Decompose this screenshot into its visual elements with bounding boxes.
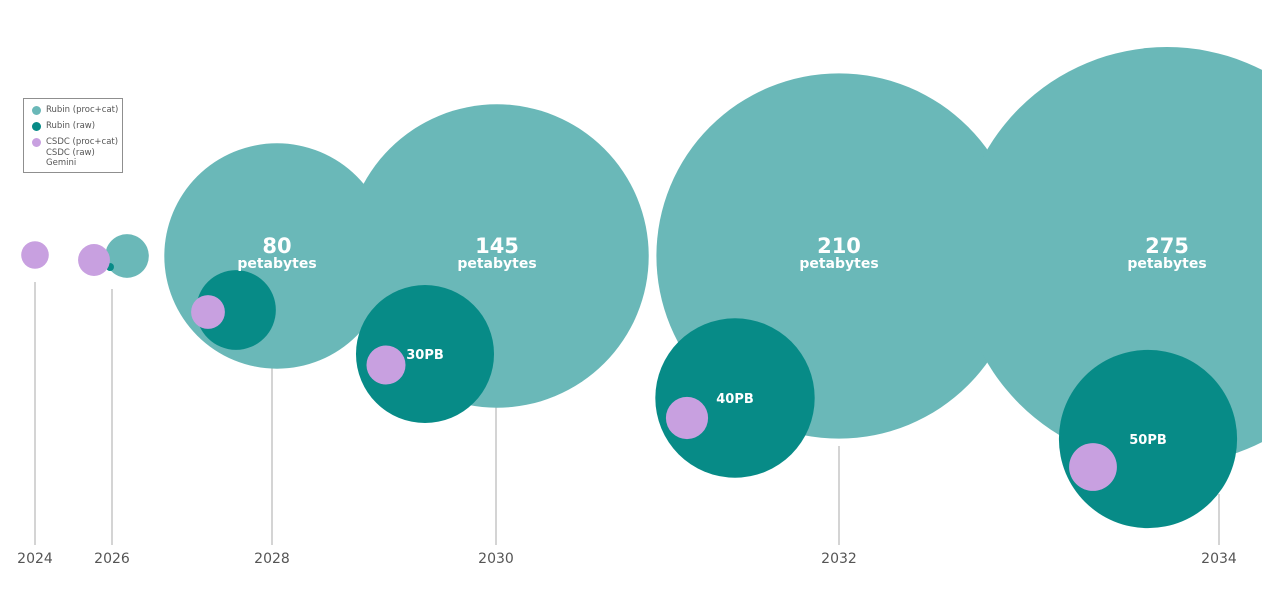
legend-swatch-csdc-proc-cat (32, 137, 41, 147)
data-label-rubin-raw-2030: 30PB (406, 348, 444, 363)
legend-item-rubin-proc-cat: Rubin (proc+cat) (32, 105, 118, 115)
legend-item-rubin-raw: Rubin (raw) (32, 121, 95, 131)
tick-label-2030: 2030 (478, 551, 514, 567)
legend-label-csdc-raw: CSDC (raw) (46, 148, 95, 158)
data-label-rubin-raw-2034: 50PB (1129, 433, 1167, 448)
bubble-csdc-proc-cat-2034 (1069, 443, 1117, 491)
tick-label-2034: 2034 (1201, 551, 1237, 567)
legend-label-rubin-proc-cat: Rubin (proc+cat) (46, 105, 119, 115)
chart-legend: Rubin (proc+cat) Rubin (raw) CSDC (proc+… (23, 98, 123, 173)
bubble-csdc-proc-cat-2026 (78, 244, 110, 276)
bubble-csdc-proc-cat-2028 (191, 295, 225, 329)
legend-swatch-rubin-raw (32, 121, 41, 131)
bubble-csdc-proc-cat-2024 (21, 241, 49, 269)
data-unit-rubin-proc-cat-2034: petabytes (1127, 256, 1206, 272)
data-unit-rubin-proc-cat-2032: petabytes (799, 256, 878, 272)
legend-label-gemini: Gemini (46, 158, 77, 168)
tick-label-2028: 2028 (254, 551, 290, 567)
bubble-rubin-raw-2030 (355, 284, 495, 424)
bubble-rubin-proc-cat-2026 (105, 234, 149, 278)
data-label-rubin-proc-cat-2028: 80 (262, 234, 291, 258)
tick-label-2024: 2024 (17, 551, 53, 567)
tick-label-2032: 2032 (821, 551, 857, 567)
data-unit-rubin-proc-cat-2030: petabytes (457, 256, 536, 272)
legend-swatch-rubin-proc-cat (32, 105, 41, 115)
data-label-rubin-proc-cat-2032: 210 (817, 234, 861, 258)
bubble-csdc-proc-cat-2032 (665, 396, 709, 440)
legend-item-csdc-proc-cat: CSDC (proc+cat) (32, 137, 118, 147)
legend-label-csdc-proc-cat: CSDC (proc+cat) (46, 137, 119, 147)
bubble-csdc-proc-cat-2030 (366, 345, 406, 385)
data-label-rubin-proc-cat-2030: 145 (475, 234, 519, 258)
data-unit-rubin-proc-cat-2028: petabytes (237, 256, 316, 272)
bubble-rubin-raw-2032 (655, 318, 815, 478)
data-label-rubin-proc-cat-2034: 275 (1145, 234, 1189, 258)
legend-label-rubin-raw: Rubin (raw) (46, 121, 96, 131)
tick-label-2026: 2026 (94, 551, 130, 567)
bubble-rubin-raw-2028 (196, 270, 276, 350)
data-label-rubin-raw-2032: 40PB (716, 392, 754, 407)
